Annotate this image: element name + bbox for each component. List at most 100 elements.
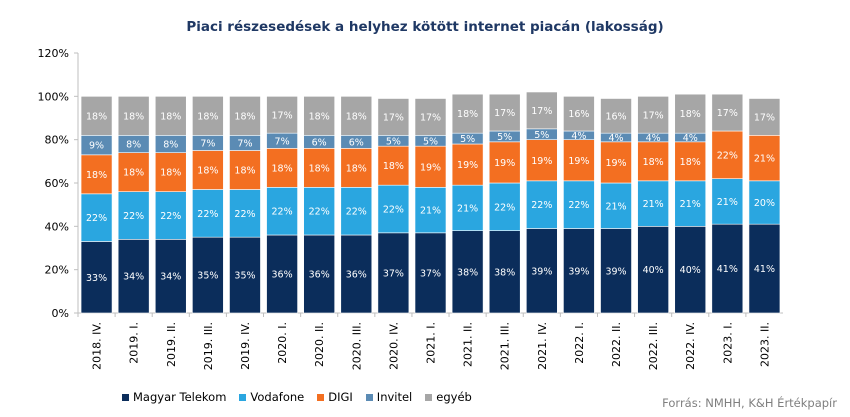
data-label: 7% — [275, 136, 290, 147]
legend-swatch — [317, 393, 325, 401]
bar-segment — [340, 148, 373, 188]
x-tick-label: 2021. IV. — [536, 322, 549, 370]
data-label: 18% — [309, 163, 330, 174]
data-label: 4% — [683, 133, 698, 144]
data-label: 17% — [494, 108, 515, 119]
legend-swatch — [365, 393, 373, 401]
x-tick-label: 2023. II. — [758, 322, 771, 367]
bar-segment — [674, 226, 707, 314]
bar-segment — [80, 96, 113, 136]
x-tick-label: 2020. III. — [350, 322, 363, 370]
legend-label: Magyar Telekom — [133, 390, 227, 404]
legend-swatch — [239, 393, 247, 401]
data-label: 5% — [497, 132, 512, 143]
chart-legend: Magyar Telekom Vodafone DIGI Invitel egyéb — [122, 390, 485, 404]
bar-segment — [340, 96, 373, 136]
bar-segment — [488, 230, 521, 314]
data-label: 35% — [234, 271, 255, 282]
x-tick-label: 2022. II. — [610, 322, 623, 367]
bar-segment — [526, 180, 558, 229]
data-label: 19% — [420, 162, 441, 173]
x-tick-label: 2022. IV. — [684, 322, 697, 370]
x-tick-label: 2020. II. — [313, 322, 326, 367]
chart-title: Piaci részesedések a helyhez kötött inte… — [186, 19, 664, 35]
data-label: 38% — [457, 267, 478, 278]
data-label: 18% — [346, 163, 367, 174]
data-label: 17% — [272, 110, 293, 121]
data-label: 22% — [309, 207, 330, 218]
data-label: 36% — [309, 270, 330, 281]
bar-segment — [637, 180, 669, 227]
data-label: 17% — [643, 110, 664, 121]
bar-segment — [711, 130, 744, 179]
x-tick-label: 2022. I. — [573, 322, 586, 364]
data-label: 34% — [160, 272, 181, 283]
bar-segment — [526, 228, 558, 314]
data-label: 18% — [197, 111, 218, 122]
x-tick-label: 2019. IV. — [239, 322, 252, 370]
data-label: 33% — [86, 273, 107, 284]
data-label: 16% — [605, 111, 626, 122]
bar-segment — [451, 230, 484, 314]
bar-segment — [192, 236, 224, 314]
bar-segment — [600, 228, 632, 314]
legend-swatch — [425, 393, 433, 401]
data-label: 18% — [680, 109, 701, 120]
data-label: 4% — [571, 131, 586, 142]
legend-label: DIGI — [328, 390, 353, 404]
bar-segment — [229, 150, 261, 190]
data-label: 18% — [346, 111, 367, 122]
data-label: 17% — [420, 112, 441, 123]
data-label: 17% — [717, 108, 738, 119]
data-label: 18% — [272, 163, 293, 174]
bar-segment — [377, 145, 410, 186]
data-label: 34% — [123, 272, 144, 283]
bar-segment — [80, 154, 113, 195]
legend-label: egyéb — [436, 390, 472, 404]
bar-segment — [488, 93, 521, 132]
x-tick-label: 2020. I. — [276, 322, 289, 364]
bar-segment — [526, 91, 558, 130]
data-label: 39% — [568, 266, 589, 277]
data-label: 19% — [494, 158, 515, 169]
data-label: 22% — [272, 207, 293, 218]
data-label: 17% — [531, 106, 552, 117]
data-label: 19% — [568, 156, 589, 167]
y-tick-label: 60% — [45, 177, 69, 190]
data-label: 22% — [717, 150, 738, 161]
bar-segment — [154, 96, 187, 136]
bar-segment — [674, 180, 707, 227]
data-label: 5% — [460, 134, 475, 145]
data-label: 18% — [86, 111, 107, 122]
data-label: 18% — [160, 111, 181, 122]
bar-segment — [154, 191, 187, 240]
data-label: 41% — [717, 264, 738, 275]
data-label: 9% — [89, 141, 104, 152]
x-tick-label: 2021. III. — [499, 322, 512, 370]
data-label: 7% — [237, 138, 252, 149]
data-label: 18% — [643, 157, 664, 168]
bar-segment — [488, 182, 521, 231]
bar-segment — [748, 135, 781, 182]
y-tick-label: 100% — [38, 90, 69, 103]
data-label: 18% — [86, 170, 107, 181]
data-label: 41% — [754, 264, 775, 275]
data-label: 21% — [643, 199, 664, 210]
bar-segment — [414, 98, 447, 136]
bar-segment — [229, 236, 261, 314]
data-label: 18% — [123, 168, 144, 179]
data-label: 5% — [386, 136, 401, 147]
data-label: 21% — [605, 201, 626, 212]
y-tick-label: 20% — [45, 264, 69, 277]
bar-segment — [266, 148, 298, 188]
data-label: 21% — [680, 199, 701, 210]
x-tick-label: 2021. I. — [425, 322, 438, 364]
legend-label: Invitel — [376, 390, 413, 404]
bar-segment — [377, 98, 410, 136]
data-label: 40% — [643, 265, 664, 276]
bar-segment — [340, 187, 373, 236]
data-label: 22% — [197, 209, 218, 220]
data-label: 38% — [494, 267, 515, 278]
data-label: 35% — [197, 271, 218, 282]
bar-segment — [266, 234, 298, 314]
